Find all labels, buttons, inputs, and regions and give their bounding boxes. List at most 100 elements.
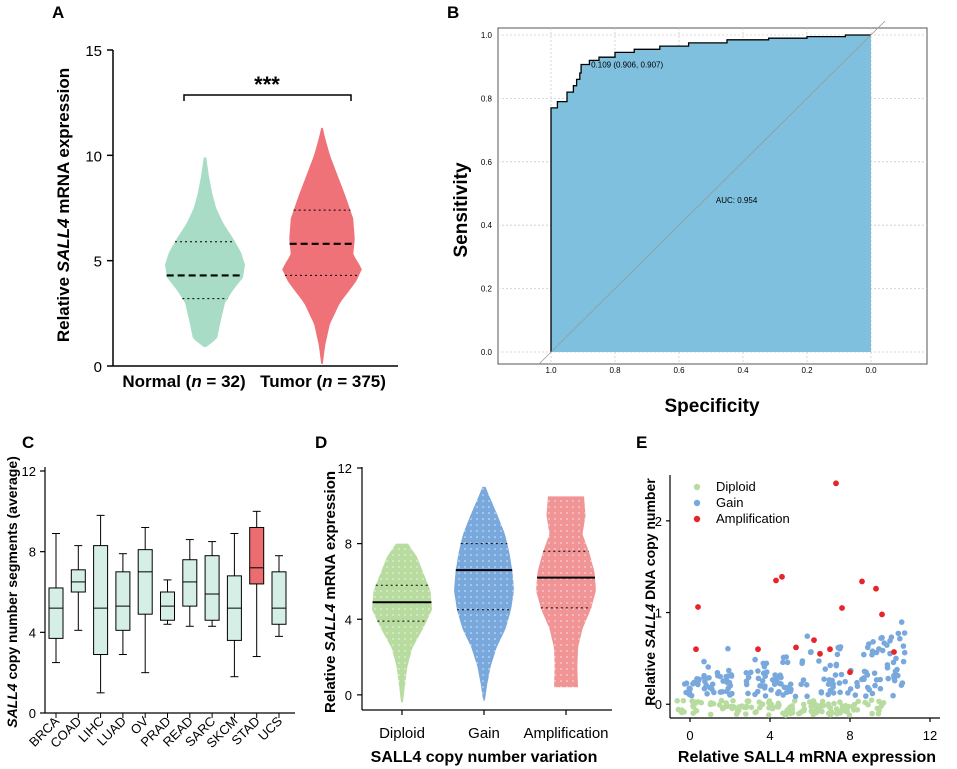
e-x-label: Relative SALL4 mRNA expression [678, 749, 936, 766]
d-y-label-post: mRNA expression [322, 471, 339, 604]
panel-e: Relative SALL4 DNA copy number 0 4 8 12012 … [642, 475, 940, 766]
e-point-gain [871, 670, 878, 676]
e-point-gain [885, 675, 891, 682]
e-point-gain [873, 649, 880, 656]
e-point-gain [715, 672, 721, 679]
a-significance-bracket [183, 94, 352, 101]
e-point-gain [869, 690, 876, 697]
e-point-gain [890, 659, 897, 666]
c-y-tick-label: 8 [29, 545, 36, 560]
c-box-lihc [93, 545, 109, 656]
e-point-diploid [743, 711, 749, 717]
e-point-diploid [775, 700, 782, 707]
e-point-gain [804, 633, 811, 639]
b-x-tick-label: 0.6 [673, 366, 685, 375]
e-point-gain [837, 689, 843, 696]
e-point-gain [752, 691, 758, 698]
e-point-diploid [868, 697, 875, 703]
e-point-diploid [846, 712, 853, 718]
b-y-tick-label: 1.0 [481, 31, 493, 40]
e-point-diploid [800, 701, 807, 708]
e-point-diploid [812, 701, 818, 708]
e-x-tick-label: 12 [923, 728, 937, 743]
e-point-gain [705, 664, 711, 670]
a-violin-normal [165, 157, 245, 347]
e-point-gain [787, 688, 794, 695]
b-y-tick-label: 0.0 [481, 348, 493, 357]
e-legend-label-gain: Gain [716, 495, 743, 510]
e-point-gain [826, 677, 833, 683]
e-point-gain [866, 686, 872, 693]
e-point-gain [898, 619, 905, 625]
e-point-gain [842, 678, 848, 685]
e-point-gain [800, 677, 807, 683]
e-point-gain [784, 659, 791, 666]
e-point-diploid [698, 699, 705, 706]
e-point-gain [771, 681, 778, 687]
e-point-gain [762, 693, 769, 699]
e-point-gain [821, 676, 827, 682]
e-point-gain [818, 689, 825, 695]
e-point-gain [837, 646, 843, 652]
e-point-diploid [791, 698, 798, 704]
e-point-gain [760, 670, 767, 676]
e-point-diploid [748, 704, 755, 711]
e-legend-marker-diploid [693, 483, 701, 491]
e-point-gain [780, 692, 786, 698]
d-y-label-gene: SALL4 [322, 603, 339, 651]
c-y-label-gene: SALL4 [4, 683, 20, 728]
c-box-luad [115, 571, 131, 631]
e-point-diploid [819, 701, 826, 707]
e-point-gain [877, 676, 883, 683]
panel-label-e: E [636, 433, 647, 452]
e-point-diploid [876, 698, 882, 705]
e-point-gain [881, 640, 887, 646]
e-y-label-gene: SALL4 [642, 604, 658, 649]
a-tumor-text: Tumor ( [260, 372, 322, 391]
e-point-amplification [827, 646, 833, 653]
a-normal-val: = 32) [202, 372, 246, 391]
e-point-gain [854, 679, 860, 686]
b-y-tick-label: 0.6 [481, 158, 493, 167]
e-point-gain [725, 645, 731, 652]
e-point-diploid [818, 708, 825, 714]
e-point-gain [777, 672, 783, 678]
a-y-label-post: mRNA expression [54, 68, 73, 219]
e-point-gain [762, 683, 768, 689]
a-normal-n: n [191, 372, 201, 391]
e-point-gain [838, 671, 845, 678]
a-y-label: Relative SALL4 mRNA expression [54, 68, 73, 342]
e-point-diploid [880, 700, 887, 706]
e-y-label: Relative SALL4 DNA copy number [642, 478, 658, 706]
e-point-gain [780, 659, 786, 666]
e-point-amplification [847, 669, 853, 676]
e-point-gain [757, 683, 763, 689]
d-y-label: Relative SALL4 mRNA expression [322, 471, 339, 713]
e-point-gain [836, 680, 843, 686]
e-point-amplification [873, 585, 879, 592]
e-point-gain [775, 690, 781, 697]
d-y-tick-label: 8 [345, 537, 352, 552]
b-x-tick-label: 1.0 [545, 366, 557, 375]
panel-d: Relative SALL4 mRNA expression 0 4 8 12 Dip… [322, 461, 612, 766]
e-point-diploid [680, 697, 687, 704]
e-point-amplification [693, 646, 699, 653]
a-y-tick-label: 15 [85, 43, 102, 60]
d-violin-amplification-texture [536, 496, 596, 688]
e-point-gain [704, 691, 710, 697]
e-point-gain [683, 680, 690, 686]
e-point-gain [695, 678, 702, 684]
e-point-gain [760, 660, 767, 667]
e-point-diploid [769, 705, 776, 712]
e-point-gain [755, 675, 762, 682]
e-point-diploid [875, 710, 882, 717]
e-point-amplification [891, 649, 897, 655]
e-point-gain [768, 687, 774, 693]
e-point-gain [832, 672, 839, 678]
e-legend-label-amplification: Amplification [716, 511, 790, 526]
c-y-label: SALL4 copy number segments (average) [4, 456, 20, 728]
e-point-diploid [707, 711, 714, 718]
c-box-ucs [271, 571, 287, 625]
e-point-diploid [729, 705, 735, 712]
